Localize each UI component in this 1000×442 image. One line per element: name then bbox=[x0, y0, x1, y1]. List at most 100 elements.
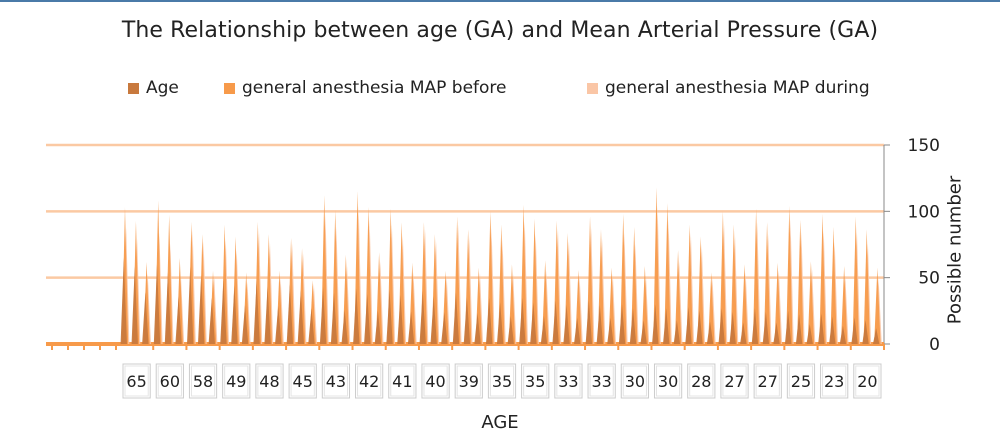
spike-age-27 bbox=[751, 308, 759, 344]
x-tick-label: 23 bbox=[824, 372, 844, 391]
x-tick-label: 35 bbox=[492, 372, 512, 391]
spike-map-before-27 bbox=[774, 262, 781, 344]
x-tick-label: 33 bbox=[591, 372, 611, 391]
spike-age-40 bbox=[430, 296, 437, 344]
y-axis-title: Possible number bbox=[944, 175, 966, 325]
x-tick-box-inner bbox=[124, 365, 149, 397]
y-tick-label-0: 0 bbox=[929, 335, 940, 355]
spike-age-23 bbox=[839, 325, 847, 344]
spike-age-33 bbox=[596, 304, 603, 344]
spike-age-35 bbox=[519, 297, 526, 344]
x-tick-label: 43 bbox=[326, 372, 346, 391]
x-tick-label: 30 bbox=[658, 372, 678, 391]
x-tick-box bbox=[620, 363, 649, 399]
x-tick-box bbox=[321, 363, 351, 399]
x-tick-box-inner bbox=[855, 365, 880, 397]
legend-label-map-before: general anesthesia MAP before bbox=[242, 78, 507, 98]
spike-map-before-25 bbox=[797, 219, 804, 344]
x-tick-box-inner bbox=[489, 365, 515, 397]
x-tick-box bbox=[188, 363, 218, 399]
spike-age-39 bbox=[463, 297, 471, 344]
x-tick-box bbox=[288, 363, 317, 399]
spike-age-33 bbox=[552, 300, 559, 344]
x-tick-box-inner bbox=[622, 365, 647, 397]
x-tick-label: 39 bbox=[459, 372, 479, 391]
x-tick-box-inner bbox=[556, 365, 581, 397]
legend-swatch-age bbox=[128, 82, 139, 94]
x-tick-label: 41 bbox=[392, 372, 412, 391]
spike-age-43 bbox=[330, 292, 338, 344]
spike-age-23 bbox=[829, 316, 836, 344]
spike-age-27 bbox=[729, 311, 736, 344]
x-tick-box-inner bbox=[357, 365, 382, 397]
spike-age-35 bbox=[496, 302, 504, 344]
x-tick-label: 48 bbox=[259, 372, 279, 391]
x-tick-box-inner bbox=[323, 365, 349, 397]
chart-title: The Relationship between age (GA) and Me… bbox=[121, 18, 879, 43]
spike-age-27 bbox=[740, 322, 747, 344]
spike-map-before-27 bbox=[763, 222, 771, 344]
x-tick-box-inner bbox=[655, 365, 681, 397]
spike-age-30 bbox=[673, 320, 681, 344]
spike-map-before-27 bbox=[741, 264, 748, 344]
spike-map-before-23 bbox=[819, 213, 826, 344]
spike-age-33 bbox=[607, 317, 614, 344]
spike-age-35 bbox=[507, 316, 514, 344]
spike-age-33 bbox=[563, 304, 570, 344]
x-tick-label: 33 bbox=[558, 372, 578, 391]
spike-map-before-30 bbox=[674, 250, 682, 344]
x-tick-label: 27 bbox=[758, 372, 778, 391]
spike-age-42 bbox=[353, 288, 360, 344]
x-tick-label: 27 bbox=[724, 372, 744, 391]
spike-age-30 bbox=[629, 308, 637, 344]
spike-map-before-25 bbox=[807, 261, 815, 344]
x-tick-box bbox=[122, 363, 151, 399]
spike-age-28 bbox=[696, 310, 703, 344]
spike-map-before-27 bbox=[719, 211, 727, 344]
x-tick-box-inner bbox=[224, 365, 249, 397]
spike-age-30 bbox=[618, 304, 626, 344]
x-tick-box bbox=[720, 363, 749, 399]
spike-age-43 bbox=[341, 309, 348, 344]
x-tick-box-inner bbox=[788, 365, 814, 397]
x-tick-box bbox=[687, 363, 716, 399]
spike-map-before-27 bbox=[752, 208, 760, 344]
x-tick-label: 35 bbox=[525, 372, 545, 391]
x-tick-box bbox=[454, 363, 483, 399]
spike-map-before-25 bbox=[786, 206, 793, 344]
spike-age-28 bbox=[685, 306, 692, 344]
spike-age-25 bbox=[784, 310, 792, 344]
legend-swatch-map-before bbox=[224, 82, 235, 94]
x-tick-label: 49 bbox=[226, 372, 246, 391]
spike-age-58 bbox=[187, 267, 194, 344]
spike-age-28 bbox=[706, 321, 714, 344]
x-tick-box bbox=[487, 363, 517, 399]
spike-map-before-20 bbox=[863, 229, 870, 344]
x-tick-box bbox=[753, 363, 782, 399]
x-tick-box-inner bbox=[257, 365, 282, 397]
x-tick-box-inner bbox=[157, 365, 182, 397]
spike-age-33 bbox=[585, 300, 593, 344]
spike-age-65 bbox=[131, 266, 138, 344]
spike-age-40 bbox=[419, 290, 426, 344]
x-tick-box bbox=[786, 363, 816, 399]
x-tick-box-inner bbox=[755, 365, 780, 397]
x-tick-box-inner bbox=[190, 365, 216, 397]
x-tick-label: 20 bbox=[857, 372, 877, 391]
x-tick-label: 28 bbox=[691, 372, 711, 391]
spike-age-25 bbox=[806, 324, 813, 344]
spike-age-48 bbox=[253, 280, 260, 344]
spike-age-35 bbox=[540, 316, 548, 344]
y-tick-label-100: 100 bbox=[908, 202, 940, 222]
spike-age-45 bbox=[286, 284, 294, 344]
x-tick-box-inner bbox=[390, 365, 415, 397]
spike-age-27 bbox=[718, 308, 725, 344]
x-tick-box bbox=[421, 363, 450, 399]
x-tick-box-inner bbox=[523, 365, 548, 397]
y-tick-label-150: 150 bbox=[908, 136, 940, 156]
spike-age-39 bbox=[474, 312, 481, 344]
y-tick-label-50: 50 bbox=[918, 269, 940, 289]
x-tick-box bbox=[820, 363, 849, 399]
spike-age-41 bbox=[407, 311, 415, 344]
